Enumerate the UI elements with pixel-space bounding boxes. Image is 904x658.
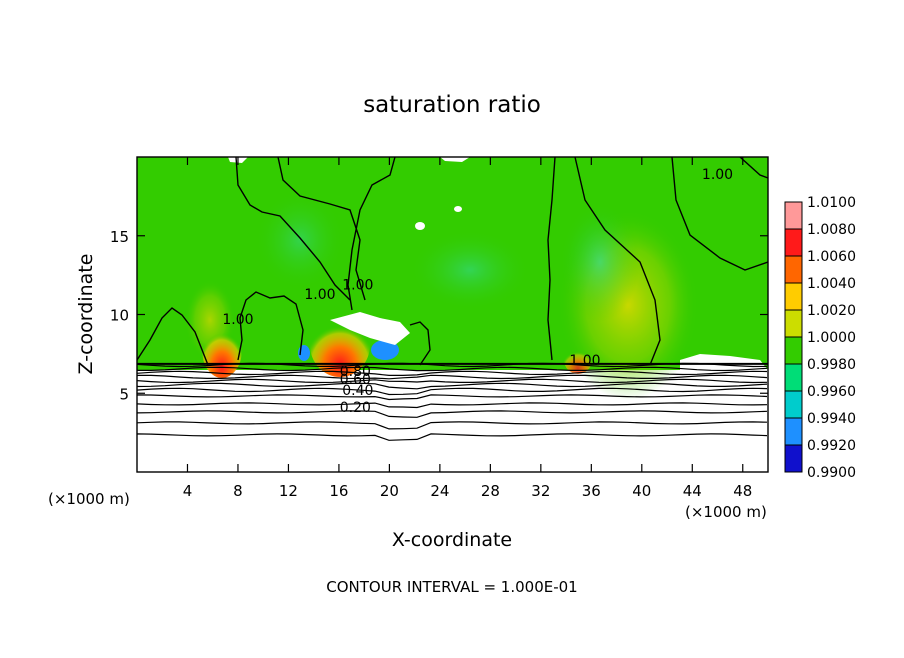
colorbar-swatch (785, 229, 802, 256)
y-axis: 5 10 15 (110, 228, 768, 403)
x-tick-label: 48 (733, 482, 752, 500)
x-tick-label: 12 (279, 482, 298, 500)
x-tick-label: 40 (632, 482, 651, 500)
contour-label: 1.00 (702, 167, 733, 183)
contour-lines-lower (137, 362, 768, 441)
contour-label: 1.00 (304, 287, 335, 303)
x-tick-label: 8 (233, 482, 243, 500)
layer-contour-line (137, 402, 768, 409)
colorbar-swatch (785, 202, 802, 229)
colorbar-swatch (785, 445, 802, 472)
colorbar-swatch (785, 283, 802, 310)
layer-contour-line (137, 421, 768, 430)
layer-contour-line (137, 410, 768, 418)
colorbar-label: 0.9980 (807, 357, 856, 373)
x-unit-left: (×1000 m) (48, 490, 130, 508)
colorbar-label: 0.9960 (807, 384, 856, 400)
x-tick-label: 20 (380, 482, 399, 500)
colorbar-label: 1.0100 (807, 195, 856, 211)
x-tick-label: 16 (329, 482, 348, 500)
x-axis: 4 8 12 16 20 24 28 32 36 40 44 48 (183, 157, 752, 500)
field-white-patch (440, 157, 470, 162)
x-tick-label: 28 (481, 482, 500, 500)
field-blob-cyan (410, 230, 530, 310)
colorbar: 1.0100 1.0080 1.0060 1.0040 1.0020 1.0000 0.99… (784, 195, 856, 481)
layer-contour-line (137, 366, 768, 372)
contour-label: 1.00 (569, 353, 600, 369)
x-tick-label: 36 (582, 482, 601, 500)
layer-contour-line (137, 387, 768, 396)
contour-label: 0.60 (340, 372, 371, 388)
contour-label: 1.00 (222, 312, 253, 328)
contour-label: 0.80 (340, 364, 371, 380)
colorbar-swatch (785, 310, 802, 337)
x-axis-label: X-coordinate (392, 529, 512, 551)
colorbar-swatch (785, 391, 802, 418)
x-unit-right: (×1000 m) (685, 503, 767, 521)
x-tick-label: 24 (430, 482, 449, 500)
y-axis-label: Z-coordinate (75, 254, 97, 375)
y-tick-label: 10 (110, 307, 129, 325)
x-tick-label: 44 (683, 482, 702, 500)
colorbar-label: 1.0020 (807, 303, 856, 319)
x-tick-label: 4 (183, 482, 193, 500)
field-white-patch (330, 312, 410, 345)
field-blob-red (564, 346, 592, 374)
y-tick-label: 5 (119, 385, 129, 403)
colorbar-label: 1.0000 (807, 330, 856, 346)
colorbar-label: 1.0080 (807, 222, 856, 238)
colorbar-label: 1.0060 (807, 249, 856, 265)
field-white-patch (415, 222, 425, 230)
x-tick-label: 32 (531, 482, 550, 500)
contour-label: 0.40 (342, 383, 373, 399)
layer-contour-line (137, 370, 768, 376)
colorbar-swatch (785, 337, 802, 364)
y-tick-label: 15 (110, 228, 129, 246)
layer-contour-line (137, 374, 768, 380)
layer-contour-line (137, 433, 768, 441)
layer-contour-line (137, 394, 768, 401)
plot-area (137, 157, 768, 472)
colorbar-swatch (785, 364, 802, 391)
field-blob-blue (371, 340, 399, 360)
layer-contour-line (137, 382, 768, 390)
colorbar-label: 0.9940 (807, 411, 856, 427)
chart-title: saturation ratio (363, 92, 541, 118)
colorbar-label: 0.9900 (807, 465, 856, 481)
field-blob-cyan (560, 202, 640, 322)
contour-label: 0.20 (340, 400, 371, 416)
contour-lines-upper (137, 157, 768, 366)
colorbar-swatch (785, 418, 802, 445)
colorbar-label: 0.9920 (807, 438, 856, 454)
field-white-patch (454, 206, 462, 212)
contour-interval-note: CONTOUR INTERVAL = 1.000E-01 (326, 578, 577, 596)
contour-label: 1.00 (342, 277, 373, 293)
colorbar-swatch (785, 256, 802, 283)
colorbar-label: 1.0040 (807, 276, 856, 292)
contour-labels: 1.00 1.00 1.00 1.00 1.00 0.800.600.400.20 (222, 167, 733, 416)
field-blob-red (202, 322, 242, 378)
layer-contour-line (137, 378, 768, 384)
